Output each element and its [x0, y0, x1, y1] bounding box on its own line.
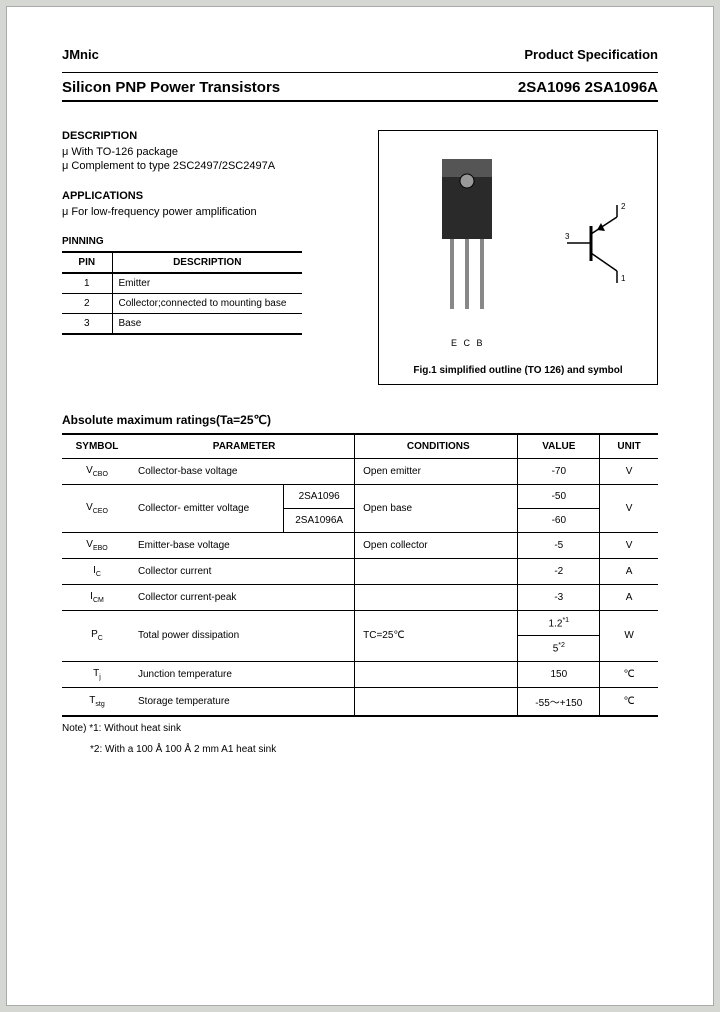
- header-row: JMnic Product Specification: [62, 47, 658, 62]
- cell: VCEO: [62, 485, 132, 533]
- cell: [355, 661, 518, 687]
- cell: TC=25℃: [355, 611, 518, 662]
- cell: Open emitter: [355, 459, 518, 485]
- cell: Storage temperature: [132, 687, 355, 716]
- rule: [62, 72, 658, 73]
- cell: Collector- emitter voltage: [132, 485, 284, 533]
- cell: Collector-base voltage: [132, 459, 355, 485]
- figure-box: 2 1 3 E C B Fig.1 simplified outline (TO…: [378, 130, 658, 385]
- cell: Open base: [355, 485, 518, 533]
- cell: 5*2: [518, 636, 600, 661]
- cell: V: [600, 459, 658, 485]
- desc-item: μ With TO-126 package: [62, 146, 356, 158]
- cell: [355, 585, 518, 611]
- pinning-table: PIN DESCRIPTION 1Emitter 2Collector;conn…: [62, 251, 302, 335]
- transistor-symbol-icon: 2 1 3: [563, 201, 643, 286]
- cell: A: [600, 559, 658, 585]
- svg-text:3: 3: [565, 232, 570, 241]
- cell: W: [600, 611, 658, 662]
- cell: [355, 559, 518, 585]
- part-number: 2SA1096 2SA1096A: [518, 79, 658, 96]
- cell: IC: [62, 559, 132, 585]
- cell: VCBO: [62, 459, 132, 485]
- cell: V: [600, 485, 658, 533]
- cell: Total power dissipation: [132, 611, 355, 662]
- pin-cell: 1: [62, 273, 112, 294]
- cell: ℃: [600, 661, 658, 687]
- cell: 1.2*1: [518, 611, 600, 636]
- cell: -5: [518, 533, 600, 559]
- col-param: PARAMETER: [132, 434, 355, 459]
- package-icon: [427, 149, 507, 319]
- cell: Collector current-peak: [132, 585, 355, 611]
- applications-heading: APPLICATIONS: [62, 190, 356, 202]
- cell: Open collector: [355, 533, 518, 559]
- pin-cell: 2: [62, 294, 112, 314]
- spec-label: Product Specification: [524, 47, 658, 62]
- desc-col: DESCRIPTION: [112, 252, 302, 273]
- amr-table: SYMBOL PARAMETER CONDITIONS VALUE UNIT V…: [62, 433, 658, 717]
- cell: Tj: [62, 661, 132, 687]
- note-1: Note) *1: Without heat sink: [62, 723, 658, 734]
- top-section: DESCRIPTION μ With TO-126 package μ Comp…: [62, 130, 658, 385]
- cell: -55～+150: [518, 687, 600, 716]
- svg-text:1: 1: [621, 274, 626, 283]
- cell: -70: [518, 459, 600, 485]
- pin-desc: Emitter: [112, 273, 302, 294]
- col-cond: CONDITIONS: [355, 434, 518, 459]
- rule: [62, 100, 658, 102]
- col-symbol: SYMBOL: [62, 434, 132, 459]
- pin-desc: Base: [112, 314, 302, 335]
- cell: 150: [518, 661, 600, 687]
- cell: -2: [518, 559, 600, 585]
- cell: -50: [518, 485, 600, 509]
- pin-col: PIN: [62, 252, 112, 273]
- desc-item: μ Complement to type 2SC2497/2SC2497A: [62, 160, 356, 172]
- page-title: Silicon PNP Power Transistors: [62, 79, 280, 96]
- brand: JMnic: [62, 47, 99, 62]
- note-2: *2: With a 100 Å 100 Å 2 mm A1 heat sink: [90, 744, 658, 755]
- cell: 2SA1096A: [284, 509, 355, 533]
- title-row: Silicon PNP Power Transistors 2SA1096 2S…: [62, 79, 658, 96]
- cell: Tstg: [62, 687, 132, 716]
- cell: A: [600, 585, 658, 611]
- description-heading: DESCRIPTION: [62, 130, 356, 142]
- cell: V: [600, 533, 658, 559]
- cell: -60: [518, 509, 600, 533]
- cell: ICM: [62, 585, 132, 611]
- pin-cell: 3: [62, 314, 112, 335]
- page: { "header": { "left": "JMnic", "right": …: [6, 6, 714, 1006]
- svg-text:2: 2: [621, 202, 626, 211]
- pin-labels: E C B: [451, 338, 485, 348]
- left-column: DESCRIPTION μ With TO-126 package μ Comp…: [62, 130, 356, 385]
- amr-heading: Absolute maximum ratings(Ta=25℃): [62, 413, 658, 427]
- cell: [355, 687, 518, 716]
- cell: Collector current: [132, 559, 355, 585]
- col-value: VALUE: [518, 434, 600, 459]
- cell: VEBO: [62, 533, 132, 559]
- cell: 2SA1096: [284, 485, 355, 509]
- pinning-heading: PINNING: [62, 236, 356, 247]
- cell: Junction temperature: [132, 661, 355, 687]
- col-unit: UNIT: [600, 434, 658, 459]
- figure-caption: Fig.1 simplified outline (TO 126) and sy…: [379, 365, 657, 376]
- cell: PC: [62, 611, 132, 662]
- cell: ℃: [600, 687, 658, 716]
- cell: Emitter-base voltage: [132, 533, 355, 559]
- app-item: μ For low-frequency power amplification: [62, 206, 356, 218]
- pin-desc: Collector;connected to mounting base: [112, 294, 302, 314]
- cell: -3: [518, 585, 600, 611]
